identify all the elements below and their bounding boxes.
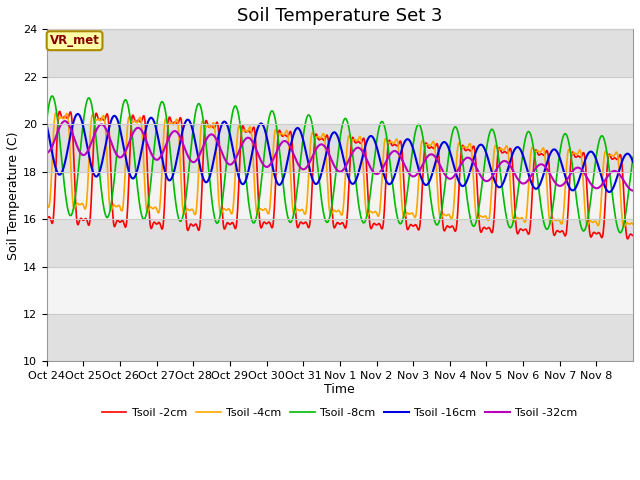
Tsoil -32cm	[314, 144, 322, 149]
Tsoil -16cm	[135, 161, 143, 167]
Tsoil -4cm	[479, 214, 486, 220]
Tsoil -16cm	[314, 180, 322, 186]
Bar	[47, 124, 633, 172]
Text: VR_met: VR_met	[50, 34, 99, 47]
Bar	[47, 219, 633, 266]
Tsoil -2cm	[43, 216, 51, 221]
Tsoil -2cm	[56, 108, 63, 114]
Tsoil -32cm	[564, 174, 572, 180]
Line: Tsoil -2cm: Tsoil -2cm	[47, 111, 633, 239]
Tsoil -2cm	[624, 236, 632, 242]
Tsoil -4cm	[325, 203, 333, 209]
Tsoil -8cm	[325, 216, 333, 222]
Bar	[47, 172, 633, 219]
Tsoil -32cm	[43, 150, 51, 156]
Tsoil -32cm	[135, 125, 143, 131]
Line: Tsoil -8cm: Tsoil -8cm	[47, 96, 633, 233]
Tsoil -2cm	[479, 227, 486, 232]
Tsoil -4cm	[564, 147, 572, 153]
Tsoil -4cm	[620, 224, 628, 230]
Tsoil -8cm	[135, 195, 143, 201]
Tsoil -16cm	[43, 122, 51, 128]
Tsoil -16cm	[605, 189, 613, 195]
Tsoil -4cm	[314, 133, 322, 139]
Tsoil -16cm	[622, 151, 630, 157]
Y-axis label: Soil Temperature (C): Soil Temperature (C)	[7, 131, 20, 260]
Legend: Tsoil -2cm, Tsoil -4cm, Tsoil -8cm, Tsoil -16cm, Tsoil -32cm: Tsoil -2cm, Tsoil -4cm, Tsoil -8cm, Tsoi…	[97, 404, 582, 422]
Tsoil -2cm	[564, 199, 572, 205]
X-axis label: Time: Time	[324, 383, 355, 396]
Tsoil -8cm	[629, 155, 637, 160]
Title: Soil Temperature Set 3: Soil Temperature Set 3	[237, 7, 443, 25]
Line: Tsoil -4cm: Tsoil -4cm	[47, 113, 633, 227]
Bar	[47, 77, 633, 124]
Tsoil -8cm	[622, 207, 630, 213]
Tsoil -4cm	[629, 221, 637, 227]
Tsoil -32cm	[622, 181, 630, 187]
Tsoil -16cm	[74, 111, 81, 117]
Tsoil -2cm	[622, 226, 630, 232]
Tsoil -8cm	[48, 93, 56, 99]
Tsoil -16cm	[479, 143, 486, 148]
Tsoil -2cm	[629, 233, 637, 239]
Tsoil -8cm	[43, 117, 51, 123]
Tsoil -4cm	[135, 117, 143, 123]
Tsoil -2cm	[325, 145, 333, 151]
Tsoil -8cm	[564, 138, 572, 144]
Bar	[47, 29, 633, 77]
Line: Tsoil -16cm: Tsoil -16cm	[47, 114, 633, 192]
Tsoil -4cm	[622, 220, 630, 226]
Bar	[47, 266, 633, 314]
Tsoil -32cm	[325, 151, 333, 157]
Tsoil -16cm	[629, 159, 637, 165]
Tsoil -8cm	[616, 230, 624, 236]
Tsoil -16cm	[325, 139, 333, 145]
Tsoil -4cm	[52, 110, 60, 116]
Tsoil -16cm	[564, 182, 572, 188]
Tsoil -32cm	[479, 176, 486, 181]
Tsoil -4cm	[43, 200, 51, 206]
Tsoil -2cm	[314, 135, 322, 141]
Tsoil -32cm	[629, 188, 637, 193]
Tsoil -32cm	[61, 118, 68, 124]
Tsoil -8cm	[314, 167, 322, 172]
Tsoil -2cm	[135, 118, 143, 123]
Line: Tsoil -32cm: Tsoil -32cm	[47, 121, 633, 191]
Tsoil -8cm	[479, 177, 486, 182]
Bar	[47, 314, 633, 361]
